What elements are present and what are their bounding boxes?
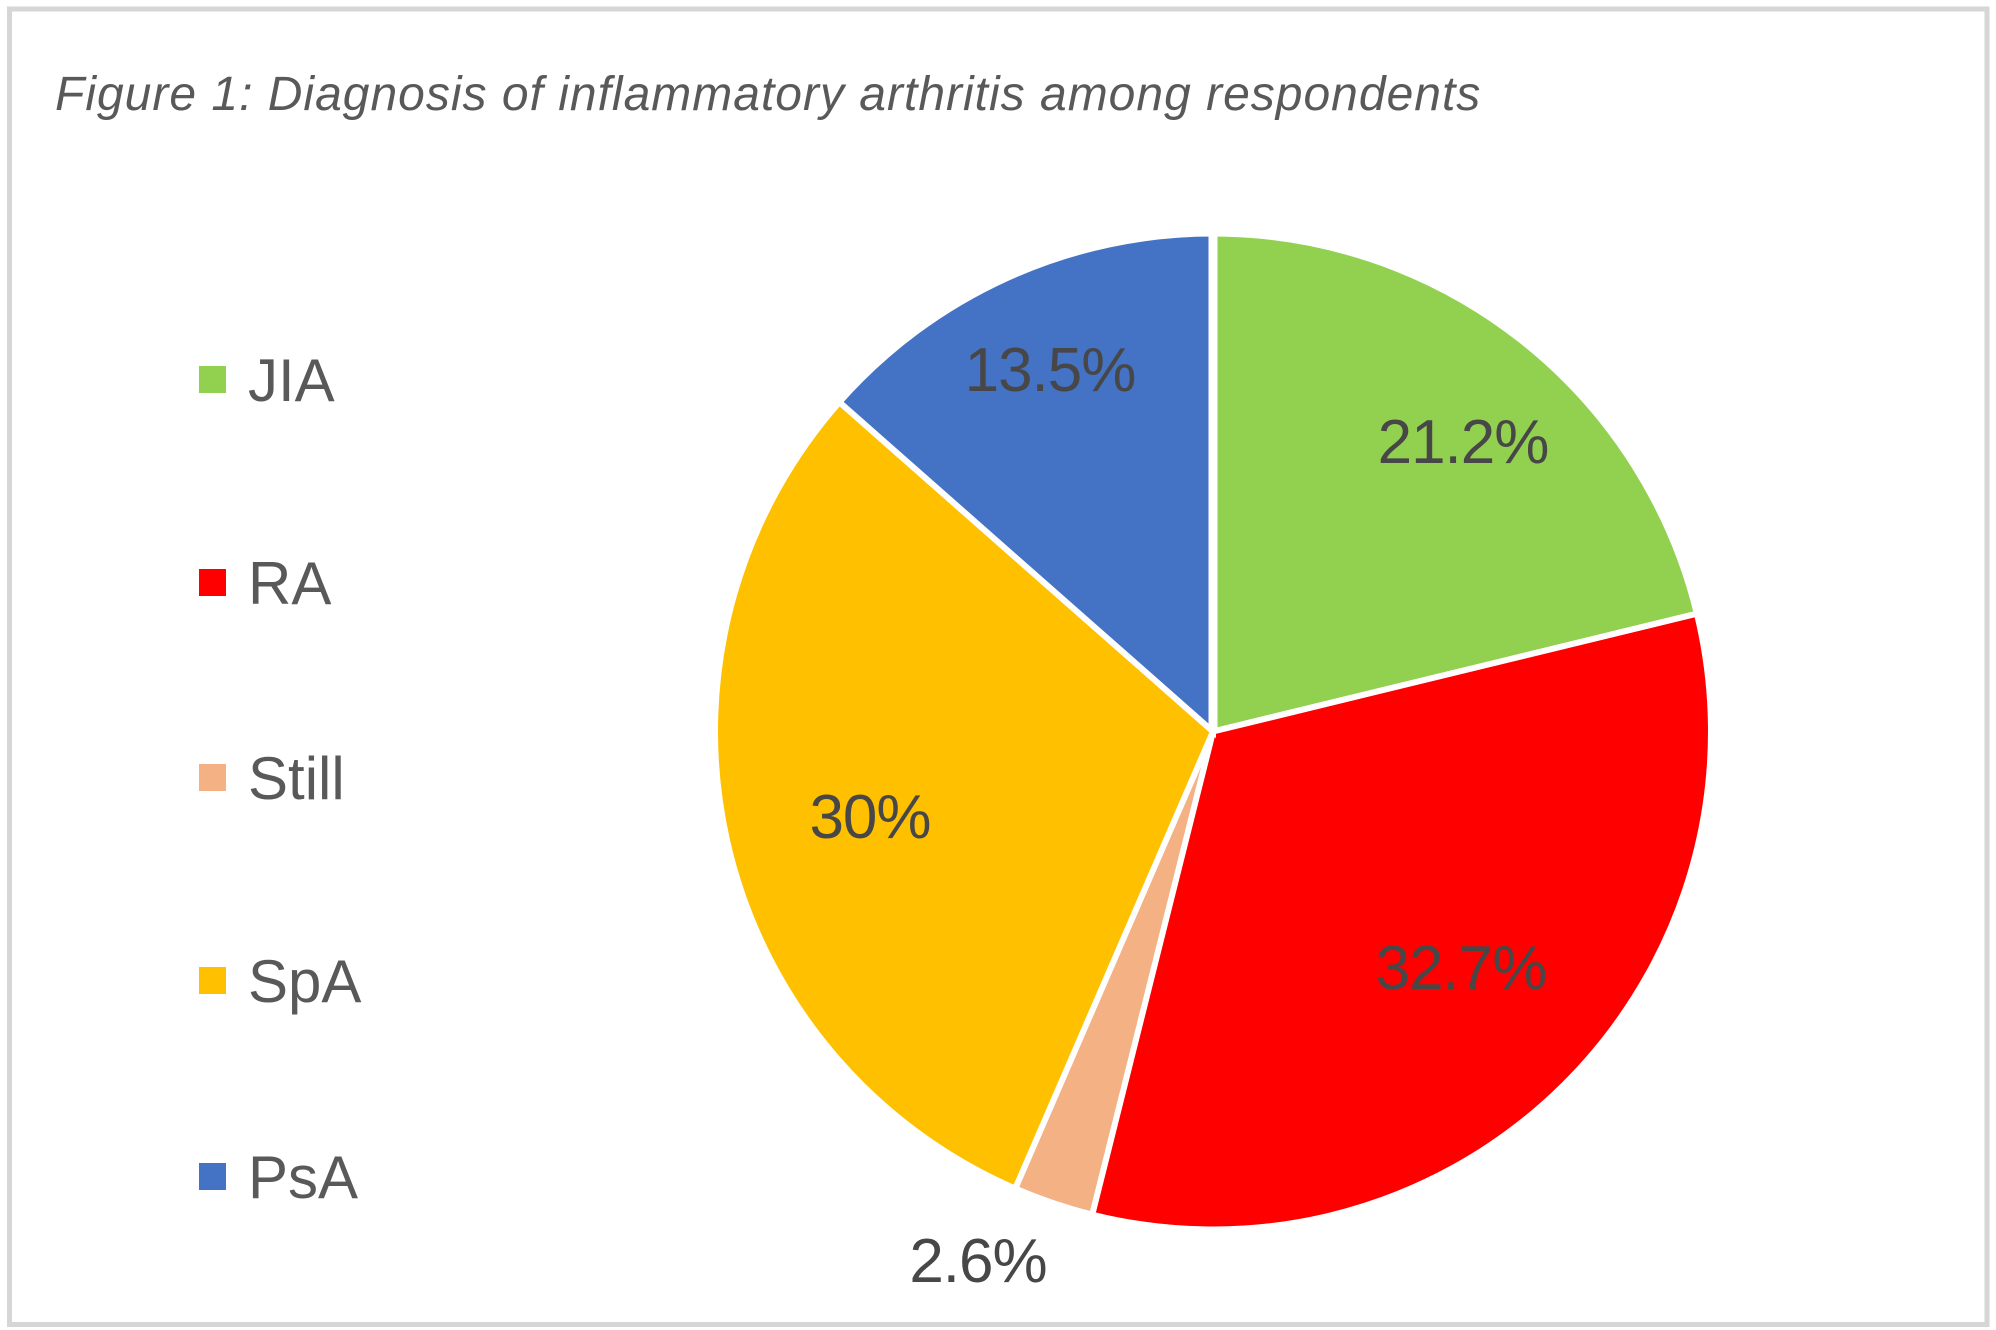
svg-text:13.5%: 13.5% <box>965 336 1136 405</box>
svg-text:2.6%: 2.6% <box>909 1227 1046 1296</box>
svg-text:32.7%: 32.7% <box>1376 934 1547 1003</box>
svg-text:JIA: JIA <box>248 347 335 414</box>
svg-text:RA: RA <box>248 550 331 617</box>
svg-text:Still: Still <box>248 745 345 812</box>
svg-text:Figure 1: Diagnosis of inflamm: Figure 1: Diagnosis of inflammatory arth… <box>55 68 1481 121</box>
svg-text:21.2%: 21.2% <box>1378 408 1549 477</box>
svg-text:30%: 30% <box>809 783 930 852</box>
svg-text:SpA: SpA <box>248 948 361 1015</box>
svg-text:PsA: PsA <box>248 1144 358 1211</box>
